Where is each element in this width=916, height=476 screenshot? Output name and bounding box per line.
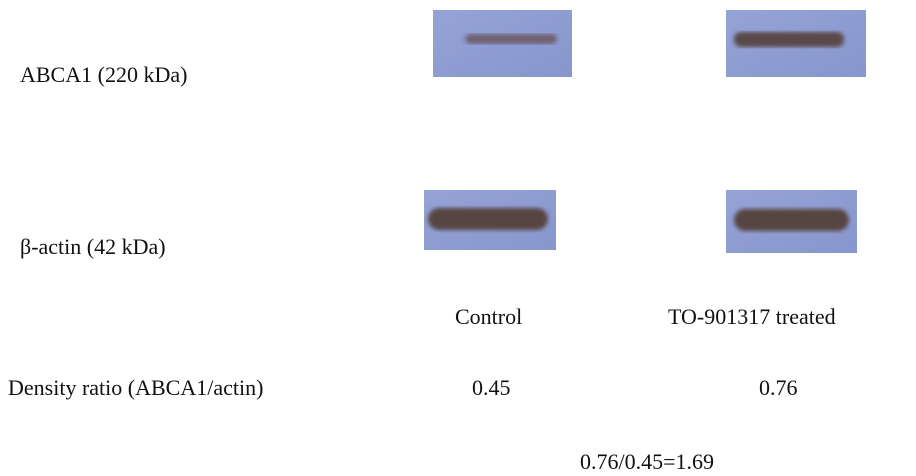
lane-label: TO-901317 treated bbox=[668, 304, 836, 330]
band bbox=[428, 208, 548, 230]
figure: ABCA1 (220 kDa) β-actin (42 kDa) Control… bbox=[0, 0, 916, 476]
band bbox=[465, 34, 557, 44]
band bbox=[734, 209, 849, 231]
density-value: 0.45 bbox=[472, 375, 511, 401]
lane-label: Control bbox=[455, 304, 522, 330]
row-label: ABCA1 (220 kDa) bbox=[20, 62, 187, 88]
density-label: Density ratio (ABCA1/actin) bbox=[8, 375, 263, 401]
density-value: 0.76 bbox=[759, 375, 798, 401]
band bbox=[734, 32, 844, 47]
calculation: 0.76/0.45=1.69 bbox=[580, 449, 714, 475]
row-label: β-actin (42 kDa) bbox=[20, 234, 166, 260]
